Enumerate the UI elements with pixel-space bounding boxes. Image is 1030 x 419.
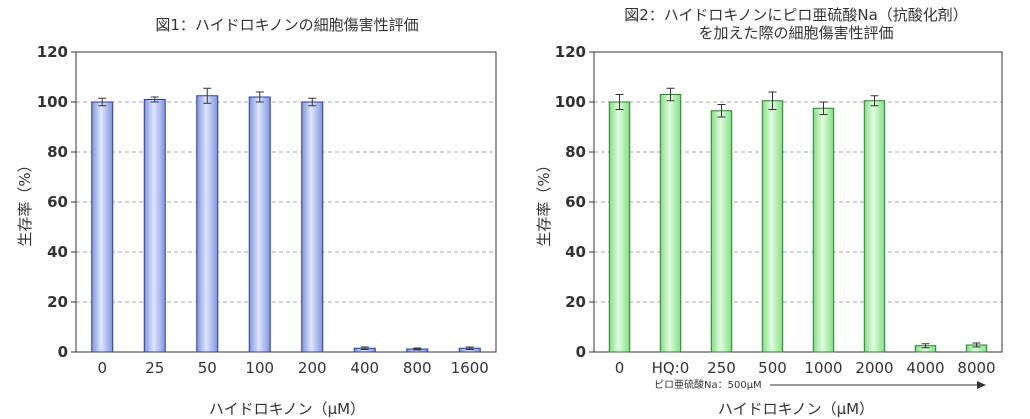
chart1-y-tick-label: 100: [37, 93, 68, 111]
chart1-y-tick-label: 80: [47, 143, 68, 161]
chart1-x-tick-label: 50: [198, 359, 217, 377]
chart2-y-tick-label: 20: [565, 293, 586, 311]
chart2-x-tick-label: HQ:0: [652, 359, 690, 377]
chart2-x-tick-label: 2000: [855, 359, 893, 377]
chart2-x-tick-label: 8000: [957, 359, 995, 377]
chart2-plot-frame: [593, 51, 1003, 353]
chart2-x-tick-label: 4000: [906, 359, 944, 377]
chart1-y-tick-label: 60: [47, 193, 68, 211]
chart1-plot: 0 20 40 60 80 100 120 0 25 50 100 200 400 800 1600: [37, 43, 497, 377]
chart2-x-tick-label: 0: [615, 359, 625, 377]
chart2-antioxidant-note: ピロ亜硫酸Na：500μM: [654, 378, 762, 391]
chart2-y-tick-label: 120: [555, 43, 586, 61]
chart1-x-tick-label: 1600: [451, 359, 489, 377]
chart2-plot: 0 20 40 60 80 100 120 0 HQ:0 250 500 1000 2000 4000 80…: [555, 43, 1003, 377]
chart2-x-tick-label: 250: [707, 359, 736, 377]
chart1-x-tick-label: 400: [350, 359, 379, 377]
chart2-bar-hq0: [659, 94, 682, 353]
chart2-bar-250: [710, 110, 733, 353]
chart1-y-tick-label: 120: [37, 43, 68, 61]
chart1-bar-100: [248, 96, 271, 353]
chart2-y-tick-label: 100: [555, 93, 586, 111]
chart2-y-tick-label: 0: [576, 343, 586, 361]
chart1-bar-0: [91, 101, 114, 353]
chart1-y-axis-label: 生存率（%）: [16, 157, 34, 246]
chart1-y-tick-label: 0: [58, 343, 68, 361]
chart1-x-tick-label: 100: [245, 359, 274, 377]
chart2-y-axis-label: 生存率（%）: [535, 157, 553, 246]
chart1-title: 図1：ハイドロキノンの細胞傷害性評価: [155, 16, 418, 34]
chart1-x-tick-label: 0: [97, 359, 107, 377]
chart1-y-tick-label: 40: [47, 243, 68, 261]
chart2-y-tick-label: 60: [565, 193, 586, 211]
chart1-x-tick-label: 25: [145, 359, 164, 377]
chart2-y-tick-label: 40: [565, 243, 586, 261]
chart2-bar-0: [608, 101, 631, 353]
chart2-annotation-arrowhead: [977, 381, 986, 389]
chart1-plot-frame: [75, 51, 497, 353]
chart2-bar-2000: [863, 100, 886, 353]
chart1-y-tick-label: 20: [47, 293, 68, 311]
chart2-bar-500: [761, 100, 784, 353]
chart2-title-line-1: 図2：ハイドロキノンにピロ亜硫酸Na（抗酸化剤）: [624, 6, 968, 24]
chart1-bar-25: [143, 99, 166, 353]
chart2-x-axis-label: ハイドロキノン（μM）: [718, 400, 874, 418]
chart2-bar-1000: [812, 107, 835, 353]
chart2-y-tick-label: 80: [565, 143, 586, 161]
chart2-x-tick-label: 500: [758, 359, 787, 377]
chart1-x-tick-label: 200: [298, 359, 327, 377]
chart1-x-tick-label: 800: [403, 359, 432, 377]
chart2-x-tick-label: 1000: [804, 359, 842, 377]
chart1-bar-200: [301, 101, 324, 353]
chart1-bar-50: [196, 95, 219, 353]
chart2-title-line-2: を加えた際の細胞傷害性評価: [698, 24, 893, 42]
chart1-x-axis-label: ハイドロキノン（μM）: [209, 400, 365, 418]
